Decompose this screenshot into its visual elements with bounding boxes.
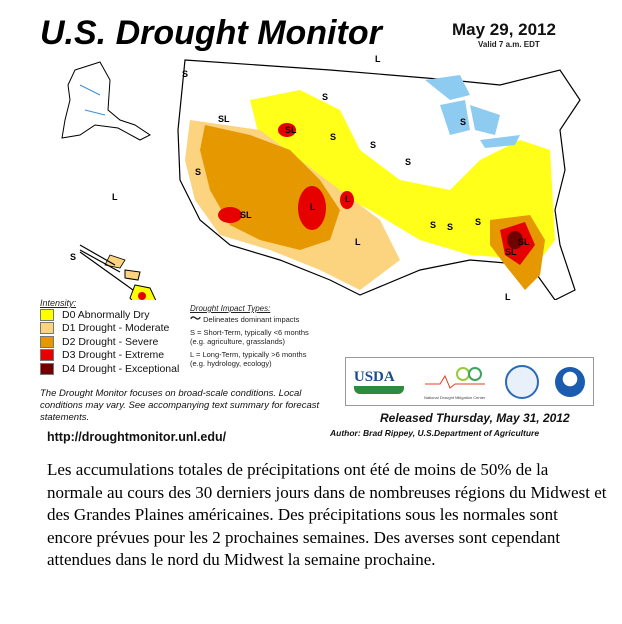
alaska-inset	[61, 61, 151, 141]
svg-text:S: S	[475, 217, 481, 227]
svg-text:L: L	[375, 54, 381, 64]
website-url[interactable]: http://droughtmonitor.unl.edu/	[47, 430, 227, 444]
conus	[177, 59, 581, 300]
svg-text:SL: SL	[240, 210, 252, 220]
d4-swatch	[40, 362, 54, 375]
intensity-legend: Intensity: D0 Abnormally Dry D1 Drought …	[40, 298, 179, 376]
legend-item-d3: D3 Drought - Extreme	[40, 349, 179, 363]
svg-text:S: S	[405, 157, 411, 167]
legend-item-d2: D2 Drought - Severe	[40, 335, 179, 349]
noaa-logo-icon	[555, 366, 586, 397]
svg-text:S: S	[447, 222, 453, 232]
svg-text:S: S	[70, 252, 76, 262]
svg-text:L: L	[112, 192, 118, 202]
svg-text:S: S	[370, 140, 376, 150]
release-date: Released Thursday, May 31, 2012	[380, 411, 570, 425]
d1-swatch	[40, 322, 54, 335]
svg-text:SL: SL	[518, 237, 530, 247]
caption-text: Les accumulations totales de précipitati…	[47, 460, 607, 569]
svg-text:S: S	[182, 69, 188, 79]
author: Author: Brad Rippey, U.S.Department of A…	[330, 428, 540, 438]
usda-logo: USDA	[353, 369, 404, 394]
disclaimer-note: The Drought Monitor focuses on broad-sca…	[40, 388, 320, 423]
svg-text:S: S	[460, 117, 466, 127]
svg-text:S: S	[330, 132, 336, 142]
svg-text:L: L	[310, 202, 316, 212]
d2-swatch	[40, 335, 54, 348]
map-title: U.S. Drought Monitor	[40, 14, 382, 52]
svg-text:SL: SL	[218, 114, 230, 124]
impact-types: Drought Impact Types: 〜 Delineates domin…	[190, 304, 309, 368]
ndmc-logo: National Drought Mitigation Center	[420, 364, 490, 400]
svg-text:L: L	[355, 237, 361, 247]
legend-item-d0: D0 Abnormally Dry	[40, 308, 179, 322]
agency-logos: USDA National Drought Mitigation Center	[345, 357, 594, 406]
svg-text:SL: SL	[285, 125, 297, 135]
doc-seal-icon	[505, 364, 540, 399]
svg-text:SL: SL	[505, 247, 517, 257]
hawaii-inset: S L	[70, 192, 157, 300]
legend-item-d4: D4 Drought - Exceptional	[40, 362, 179, 376]
svg-text:L: L	[505, 292, 511, 300]
svg-text:S: S	[430, 220, 436, 230]
squiggle-line-icon: 〜	[190, 313, 201, 325]
legend-item-d1: D1 Drought - Moderate	[40, 322, 179, 336]
legend-title: Intensity:	[40, 298, 77, 308]
valid-time: Valid 7 a.m. EDT	[478, 40, 540, 49]
svg-text:S: S	[322, 92, 328, 102]
svg-text:L: L	[345, 194, 351, 204]
d0-swatch	[40, 308, 54, 321]
svg-text:S: S	[195, 167, 201, 177]
d3-swatch	[40, 349, 54, 362]
map-date: May 29, 2012	[452, 20, 556, 39]
